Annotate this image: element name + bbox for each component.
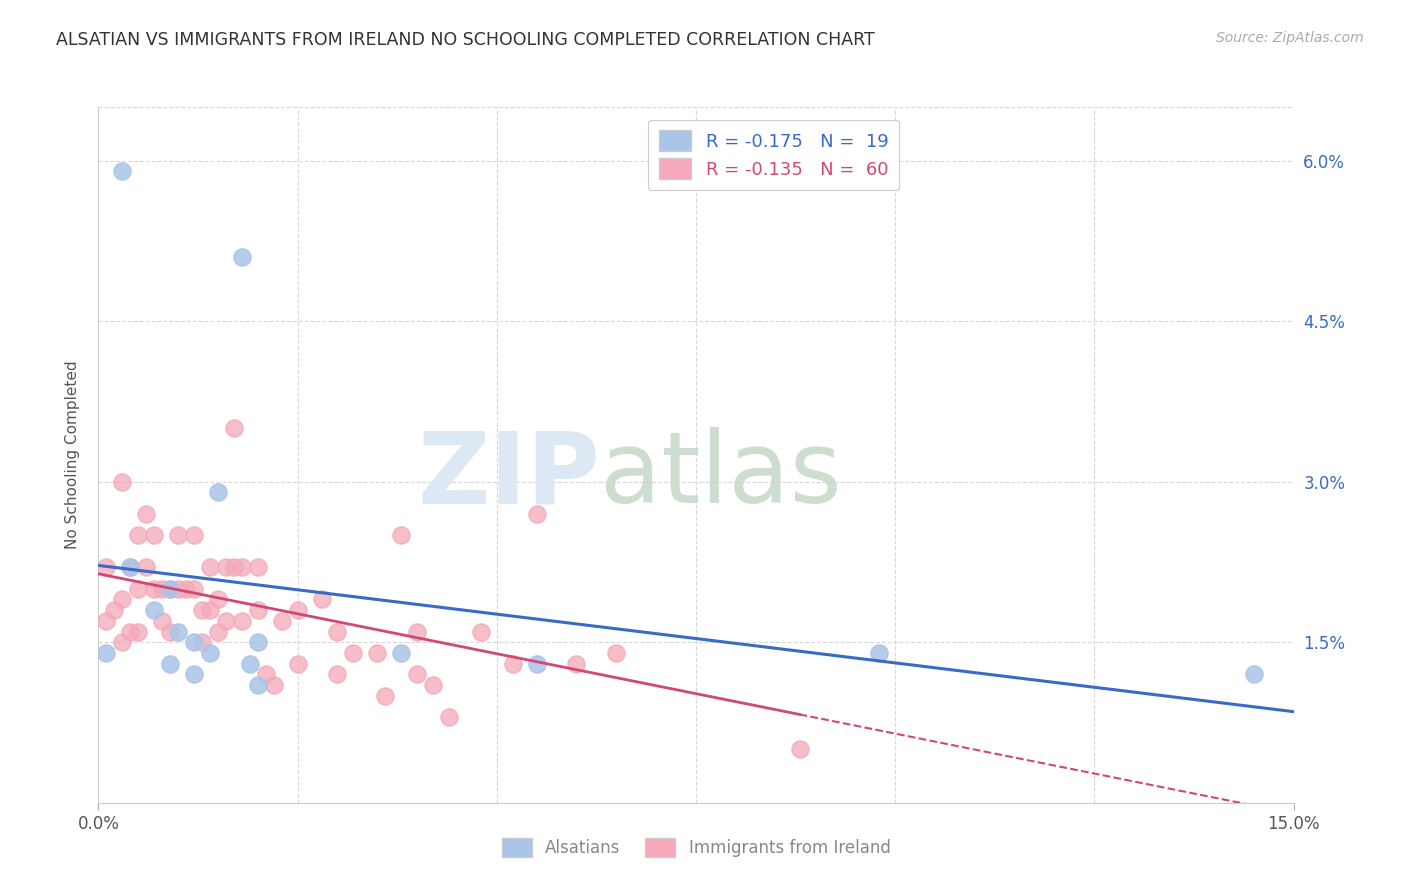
Point <box>159 582 181 596</box>
Point <box>198 603 221 617</box>
Point <box>183 635 205 649</box>
Point <box>326 667 349 681</box>
Point <box>167 582 190 596</box>
Point <box>111 635 134 649</box>
Point <box>311 592 333 607</box>
Point <box>222 560 245 574</box>
Text: ZIP: ZIP <box>418 427 600 524</box>
Point <box>246 635 269 649</box>
Point <box>198 560 221 574</box>
Point <box>111 475 134 489</box>
Point <box>143 603 166 617</box>
Point <box>183 667 205 681</box>
Point <box>389 528 412 542</box>
Point <box>174 582 197 596</box>
Point <box>143 582 166 596</box>
Point <box>96 614 118 628</box>
Point <box>222 421 245 435</box>
Point <box>470 624 492 639</box>
Point <box>406 667 429 681</box>
Point <box>127 582 149 596</box>
Point <box>789 742 811 756</box>
Point <box>605 646 627 660</box>
Point <box>526 657 548 671</box>
Point <box>231 614 253 628</box>
Point <box>103 603 125 617</box>
Point <box>150 614 173 628</box>
Point <box>215 560 238 574</box>
Point <box>120 624 142 639</box>
Text: atlas: atlas <box>600 427 842 524</box>
Point <box>183 528 205 542</box>
Y-axis label: No Schooling Completed: No Schooling Completed <box>65 360 80 549</box>
Point <box>246 560 269 574</box>
Point <box>111 592 134 607</box>
Point <box>111 164 134 178</box>
Point <box>127 624 149 639</box>
Point <box>246 603 269 617</box>
Point <box>287 657 309 671</box>
Point <box>342 646 364 660</box>
Legend: Alsatians, Immigrants from Ireland: Alsatians, Immigrants from Ireland <box>495 831 897 864</box>
Point <box>159 624 181 639</box>
Point <box>526 507 548 521</box>
Point <box>374 689 396 703</box>
Point <box>143 528 166 542</box>
Point <box>159 582 181 596</box>
Point <box>246 678 269 692</box>
Point <box>127 528 149 542</box>
Point <box>422 678 444 692</box>
Point <box>231 560 253 574</box>
Point <box>135 507 157 521</box>
Point <box>135 560 157 574</box>
Point <box>868 646 890 660</box>
Point <box>167 528 190 542</box>
Point <box>191 635 214 649</box>
Point <box>183 582 205 596</box>
Point <box>231 250 253 264</box>
Point <box>437 710 460 724</box>
Point <box>150 582 173 596</box>
Point <box>406 624 429 639</box>
Point <box>120 560 142 574</box>
Point <box>167 624 190 639</box>
Text: Source: ZipAtlas.com: Source: ZipAtlas.com <box>1216 31 1364 45</box>
Point <box>1243 667 1265 681</box>
Point <box>254 667 277 681</box>
Point <box>565 657 588 671</box>
Point <box>207 485 229 500</box>
Point <box>96 646 118 660</box>
Point <box>263 678 285 692</box>
Point <box>326 624 349 639</box>
Point <box>198 646 221 660</box>
Point <box>239 657 262 671</box>
Point <box>389 646 412 660</box>
Text: ALSATIAN VS IMMIGRANTS FROM IRELAND NO SCHOOLING COMPLETED CORRELATION CHART: ALSATIAN VS IMMIGRANTS FROM IRELAND NO S… <box>56 31 875 49</box>
Point <box>191 603 214 617</box>
Point <box>502 657 524 671</box>
Point <box>207 592 229 607</box>
Point <box>159 657 181 671</box>
Point <box>215 614 238 628</box>
Point <box>366 646 388 660</box>
Point <box>287 603 309 617</box>
Point <box>270 614 292 628</box>
Point <box>207 624 229 639</box>
Point <box>120 560 142 574</box>
Point <box>96 560 118 574</box>
